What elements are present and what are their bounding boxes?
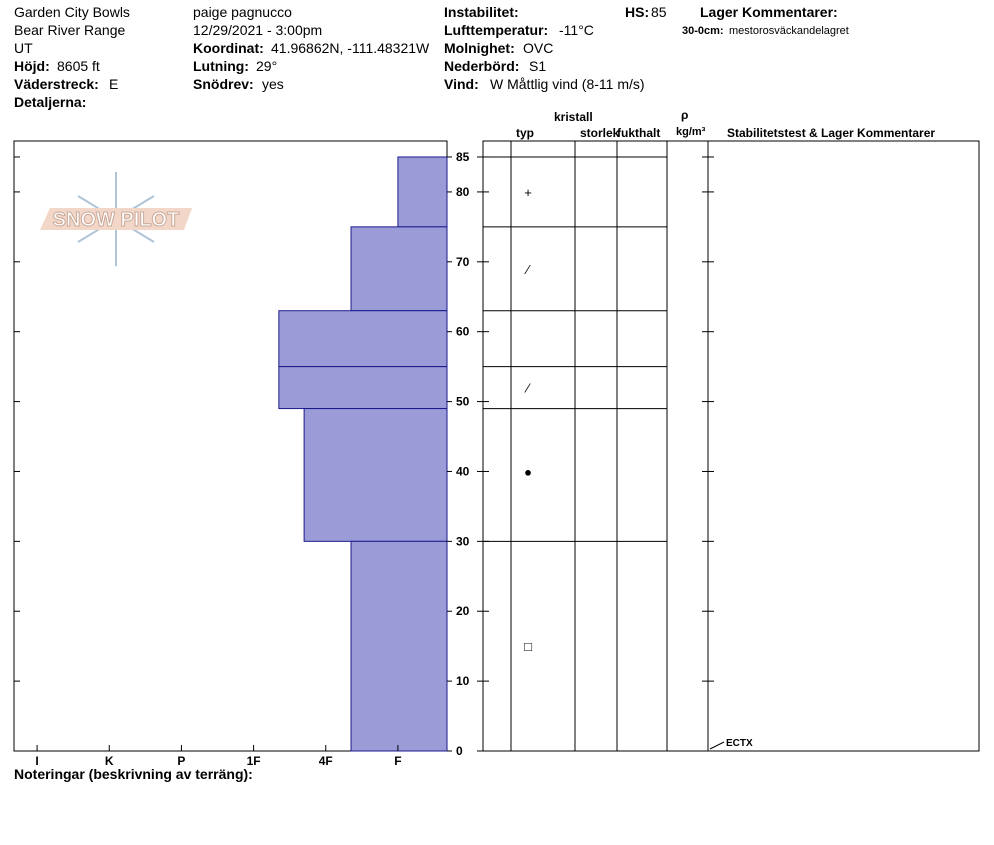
- label: Lutning:: [193, 58, 249, 74]
- layer-bar: [303, 408, 448, 542]
- value: -11°C: [559, 22, 594, 38]
- column-dividers: [510, 141, 709, 751]
- range: Bear River Range: [14, 22, 125, 38]
- value: W Måttlig vind (8-11 m/s): [490, 76, 645, 92]
- test-label: ECTX: [726, 738, 753, 749]
- x-tick-label: 4F: [319, 754, 333, 768]
- label: Höjd:: [14, 58, 50, 74]
- column-header: ρ: [681, 108, 688, 122]
- layer-bar: [278, 310, 448, 368]
- y-tick-label: 30: [456, 534, 470, 548]
- label: Lufttemperatur:: [444, 22, 548, 38]
- comment-range: 30-0cm:: [682, 25, 724, 37]
- value: E: [109, 76, 118, 92]
- y-tick-label: 60: [456, 325, 470, 339]
- value: 41.96862N, -111.48321W: [271, 40, 430, 56]
- x-tick-label: I: [35, 754, 38, 768]
- column-header: fukthalt: [617, 126, 660, 140]
- y-tick-label: 40: [456, 464, 470, 478]
- logo: SNOW PILOT: [40, 172, 192, 266]
- column-header: Stabilitetstest & Lager Kommentarer: [727, 126, 935, 140]
- grain-symbol: □: [524, 639, 532, 654]
- location: Garden City Bowls: [14, 4, 130, 20]
- layer-bar: [278, 366, 448, 410]
- column-header: kristall: [554, 110, 593, 124]
- x-tick-label: 1F: [247, 754, 261, 768]
- label: Molnighet:: [444, 40, 515, 56]
- state: UT: [14, 40, 33, 56]
- footer: Noteringar (beskrivning av terräng):: [14, 766, 253, 782]
- value: 8605 ft: [57, 58, 100, 74]
- y-tick-label: 85: [456, 150, 470, 164]
- column-header: typ: [516, 126, 534, 140]
- test-arrow: [709, 741, 725, 750]
- observer: paige pagnucco: [193, 4, 292, 20]
- layer-bar: [350, 226, 448, 312]
- label: HS:: [625, 4, 649, 20]
- column-header: storlek: [580, 126, 620, 140]
- layer-bar: [350, 540, 448, 752]
- label: Lager Kommentarer:: [700, 4, 838, 20]
- y-tick-label: 10: [456, 674, 470, 688]
- value: 29°: [256, 58, 277, 74]
- grain-symbol: +: [524, 185, 532, 200]
- label: Detaljerna:: [14, 94, 86, 110]
- label: Vind:: [444, 76, 479, 92]
- grain-symbol: ⁄: [524, 262, 531, 277]
- layer-bar: [397, 156, 448, 228]
- logo-band: [40, 208, 192, 230]
- value: OVC: [523, 40, 553, 56]
- y-tick-label: 70: [456, 255, 470, 269]
- datetime: 12/29/2021 - 3:00pm: [193, 22, 322, 38]
- y-tick-label: 50: [456, 395, 470, 409]
- x-tick-label: F: [394, 754, 401, 768]
- label: Nederbörd:: [444, 58, 519, 74]
- label: Snödrev:: [193, 76, 254, 92]
- grain-symbol: ⁄: [524, 381, 531, 396]
- y-tick-label: 20: [456, 604, 470, 618]
- label: Väderstreck:: [14, 76, 99, 92]
- grain-symbol: ●: [524, 464, 532, 479]
- label: Instabilitet:: [444, 4, 519, 20]
- grain-frame: [482, 140, 980, 752]
- column-header: kg/m³: [676, 126, 706, 138]
- value: yes: [262, 76, 284, 92]
- label: Koordinat:: [193, 40, 264, 56]
- x-tick-label: K: [105, 754, 114, 768]
- logo-text: SNOW PILOT: [53, 209, 180, 231]
- header: Garden City Bowls Bear River Range UT Hö…: [14, 4, 849, 110]
- value: 85: [651, 4, 667, 20]
- y-tick-label: 80: [456, 185, 470, 199]
- x-tick-label: P: [177, 754, 185, 768]
- value: S1: [529, 58, 546, 74]
- comment: mestorosväckandelagret: [729, 25, 849, 37]
- y-tick-label: 0: [456, 744, 463, 758]
